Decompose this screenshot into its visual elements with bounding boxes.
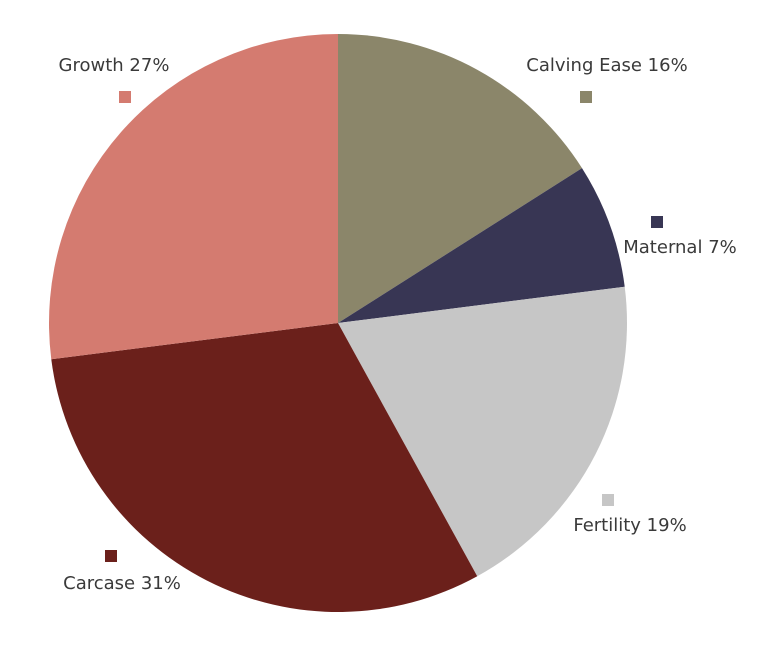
legend-swatch — [119, 91, 131, 103]
pie-slice — [338, 286, 627, 577]
slice-label: Maternal 7% — [623, 237, 737, 258]
slice-label: Fertility 19% — [573, 515, 686, 536]
slice-label: Carcase 31% — [63, 573, 181, 594]
legend-swatch — [602, 494, 614, 506]
pie-slice — [338, 34, 583, 323]
pie-slice — [48, 34, 338, 360]
legend-swatch — [105, 550, 117, 562]
pie-slice — [51, 323, 478, 612]
legend-swatch — [651, 216, 663, 228]
slice-label: Growth 27% — [59, 55, 170, 76]
slice-label: Calving Ease 16% — [526, 55, 687, 76]
pie-slice — [338, 168, 625, 323]
legend-swatch — [580, 91, 592, 103]
